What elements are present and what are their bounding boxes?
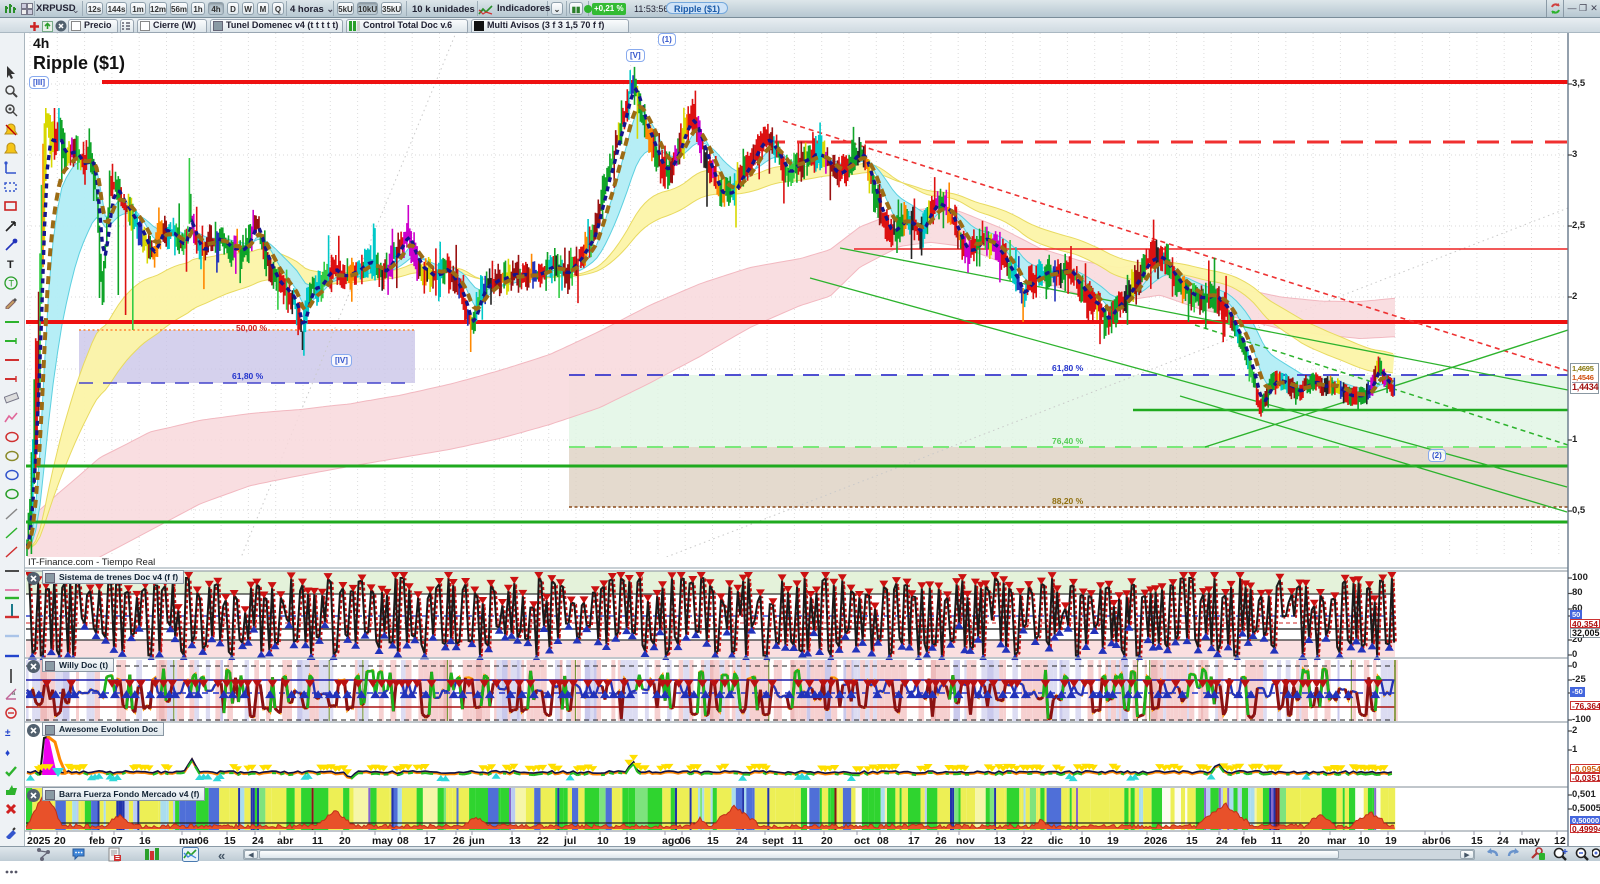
svg-text:T: T [7, 259, 14, 271]
svg-text:a: a [12, 691, 16, 697]
svg-text:±: ± [5, 728, 11, 739]
svg-text:T: T [9, 279, 15, 289]
svg-text:♦: ♦ [5, 748, 10, 759]
